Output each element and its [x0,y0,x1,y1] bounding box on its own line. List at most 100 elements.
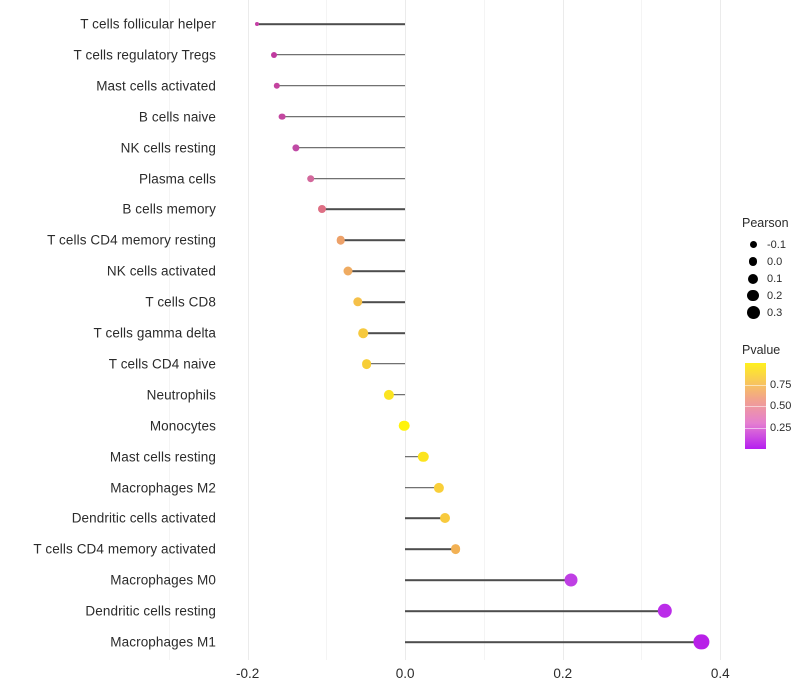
lollipop-point[interactable] [273,82,280,89]
category-label: T cells CD4 memory resting [47,232,216,248]
gridline-major [247,0,249,660]
lollipop-point[interactable] [657,603,673,619]
lollipop-stem [348,270,406,272]
size-legend-dot [748,257,758,266]
size-legend-dot-swatch [742,257,764,266]
gridline-minor [168,0,170,660]
lollipop-point[interactable] [433,482,445,493]
lollipop-stem [405,517,446,520]
lollipop-point[interactable] [399,420,410,431]
size-legend-dot-swatch [742,273,764,284]
size-legend-dot [747,289,759,302]
lollipop-point[interactable] [270,51,277,58]
lollipop-stem [405,641,702,643]
size-legend-dot [746,306,760,319]
size-legend-entry: -0.1 [742,236,800,253]
lollipop-stem [405,455,424,458]
lollipop-stem [405,610,666,612]
size-legend-label: 0.0 [767,255,783,268]
size-legend-dot-swatch [742,289,764,302]
size-legend-label: -0.1 [767,238,786,251]
x-tick-label: -0.2 [235,666,260,681]
lollipop-stem [363,332,406,334]
category-label: T cells CD4 naive [108,356,216,372]
category-label: NK cells activated [106,263,216,279]
lollipop-point[interactable] [564,573,578,587]
lollipop-stem [405,548,456,551]
lollipop-point[interactable] [353,297,363,307]
x-tick-label: 0.2 [553,666,573,681]
category-label: Dendritic cells activated [71,510,216,526]
category-label: B cells naive [138,109,216,125]
size-legend-dot-swatch [742,306,764,319]
gridline-minor [641,0,643,660]
lollipop-point[interactable] [418,451,429,462]
lollipop-stem [273,54,406,56]
lollipop-point[interactable] [278,113,286,121]
lollipop-point[interactable] [383,389,394,400]
lollipop-point[interactable] [292,144,300,152]
category-label: T cells CD8 [145,294,216,310]
category-label: NK cells resting [120,140,216,156]
category-label: Monocytes [149,418,216,434]
lollipop-point[interactable] [450,544,461,555]
lollipop-point[interactable] [255,22,260,26]
size-legend-label: 0.3 [767,306,783,319]
colorbar-tick-label: 0.75 [770,378,792,391]
size-legend-label: 0.2 [767,289,783,302]
gridline-major [405,0,407,660]
lollipop-point[interactable] [361,358,372,369]
lollipop-stem [340,239,406,242]
lollipop-stem [366,363,406,365]
category-label: T cells CD4 memory activated [33,541,216,557]
category-label: T cells follicular helper [80,16,216,32]
lollipop-stem [405,486,440,489]
size-legend-entry: 0.0 [742,253,800,270]
category-label: Dendritic cells resting [85,603,216,619]
gridline-major [720,0,722,660]
lollipop-point[interactable] [693,634,709,650]
size-legend-label: 0.1 [767,272,783,285]
category-label: Macrophages M2 [110,480,216,495]
lollipop-stem [257,23,406,25]
category-label: Macrophages M0 [110,572,216,588]
category-label: B cells memory [122,201,216,217]
category-label: Mast cells resting [109,449,216,465]
size-legend-dot [749,241,757,248]
plot-panel [168,0,736,660]
lollipop-point[interactable] [440,513,451,524]
lollipop-point[interactable] [336,236,345,245]
lollipop-point[interactable] [306,174,315,183]
category-label: T cells gamma delta [93,325,216,341]
lollipop-point[interactable] [343,266,353,276]
x-tick-label: 0.0 [395,666,415,681]
lollipop-point[interactable] [358,328,369,338]
lollipop-point[interactable] [317,205,326,214]
color-legend-bar-wrap: 0.75 0.50 0.25 [742,363,800,449]
size-legend-dot-swatch [742,241,764,248]
lollipop-stem [388,394,406,396]
colorbar-tick-label: 0.25 [770,421,792,434]
size-legend: Pearson -0.1 0.0 0.1 0.2 0.3 [742,216,800,321]
lollipop-stem [295,146,406,149]
category-label: Mast cells activated [96,78,216,94]
colorbar-tick [745,406,766,407]
lollipop-stem [276,85,406,87]
size-legend-title: Pearson [742,216,789,230]
size-legend-entry: 0.1 [742,270,800,287]
category-label: T cells regulatory Tregs [73,47,216,63]
lollipop-stem [321,208,406,211]
lollipop-stem [405,579,572,581]
colorbar-tick [745,427,766,429]
size-legend-entry: 0.2 [742,287,800,304]
x-tick-label: 0.4 [710,666,730,681]
size-legend-entries: -0.1 0.0 0.1 0.2 0.3 [742,236,800,321]
lollipop-stem [310,177,406,180]
color-legend: Pvalue 0.75 0.50 0.25 [742,343,800,449]
category-label: Plasma cells [139,171,216,186]
lollipop-stem [357,301,406,303]
color-legend-title: Pvalue [742,343,781,357]
size-legend-entry: 0.3 [742,304,800,321]
category-label: Macrophages M1 [110,634,216,650]
